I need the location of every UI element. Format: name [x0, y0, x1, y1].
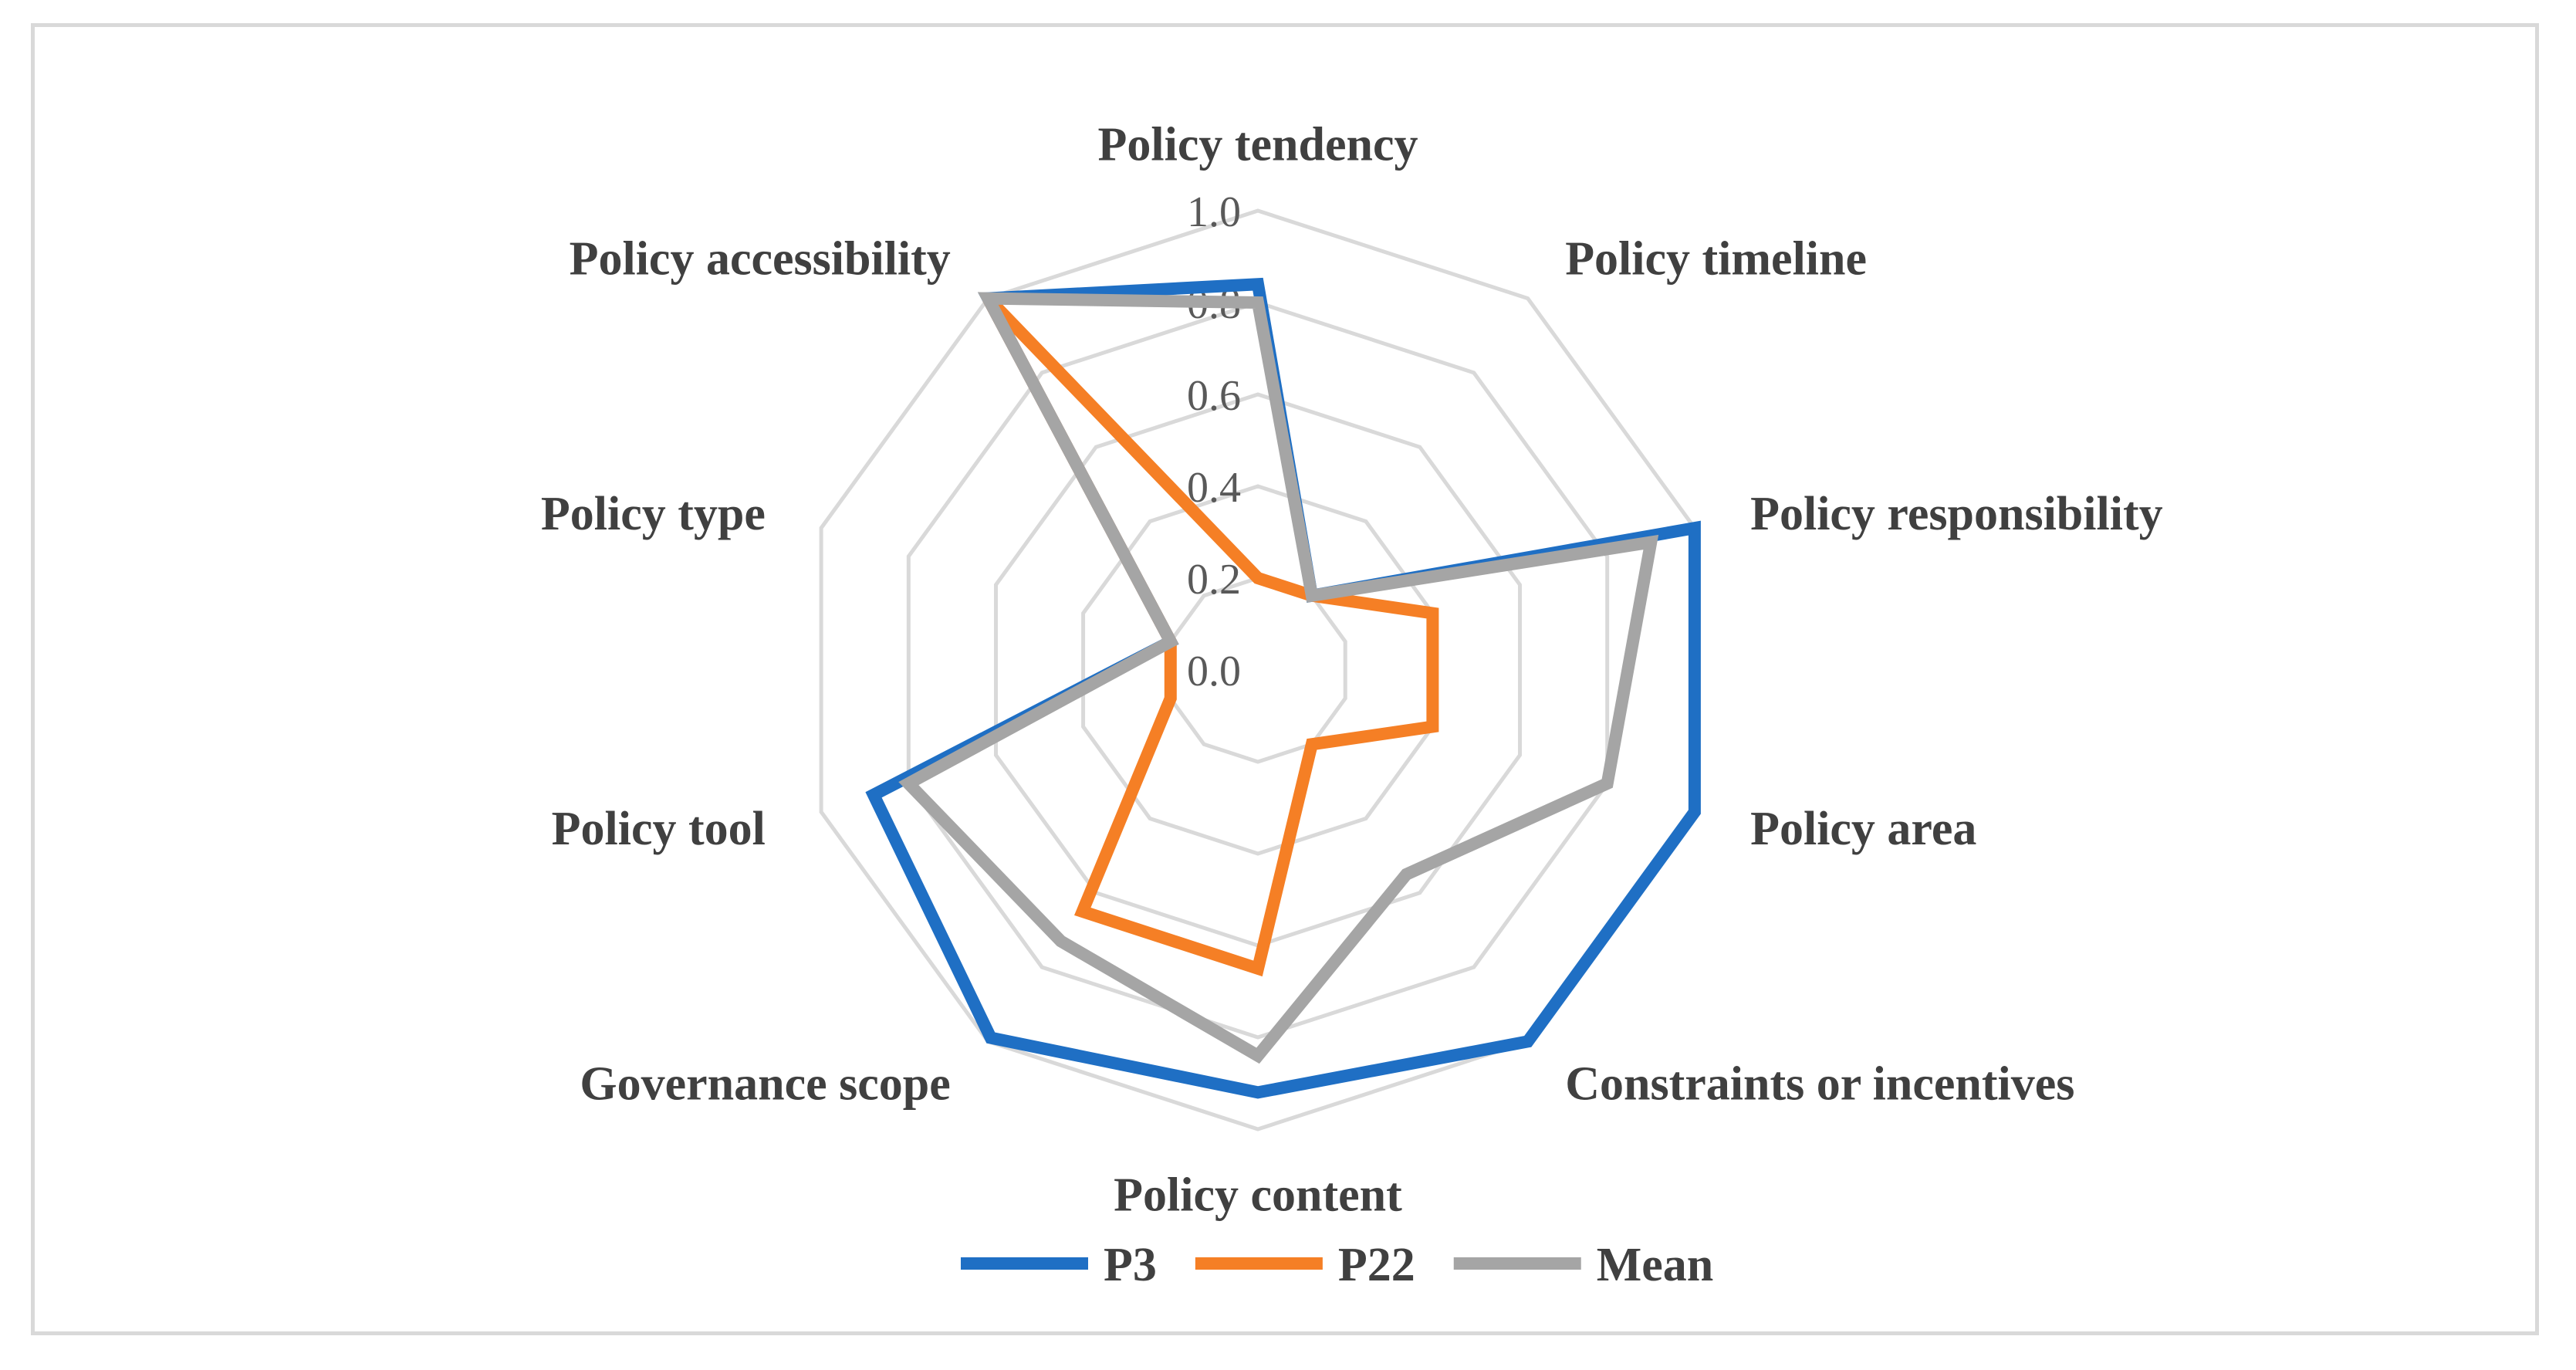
axis-label-policy-timeline: Policy timeline	[1565, 233, 1867, 286]
legend-label-p22: P22	[1338, 1239, 1415, 1291]
tick-label: 0.6	[1187, 372, 1241, 420]
axis-label-policy-content: Policy content	[1114, 1169, 1402, 1222]
axis-labels: Policy tendency Policy timeline Policy res…	[541, 119, 2163, 1222]
legend: P3 P22 Mean	[961, 1239, 1713, 1291]
axis-label-policy-area: Policy area	[1750, 803, 1976, 855]
axis-label-policy-responsibility: Policy responsibility	[1750, 488, 2163, 540]
tick-label: 0.2	[1187, 556, 1241, 604]
grid-ring-5	[819, 208, 1697, 1132]
axis-label-policy-tool: Policy tool	[552, 803, 766, 855]
tick-label: 1.0	[1187, 188, 1241, 236]
axis-label-policy-type: Policy type	[541, 488, 766, 540]
grid-ring-1	[1168, 576, 1347, 764]
axis-label-policy-tendency: Policy tendency	[1098, 119, 1418, 171]
chart-frame	[31, 23, 2539, 1335]
axis-label-policy-accessibility: Policy accessibility	[570, 233, 951, 286]
axis-label-governance-scope: Governance scope	[580, 1057, 950, 1110]
series-mean-line	[898, 292, 1659, 1064]
radial-tick-labels: 0.00.20.40.60.81.0	[1187, 188, 1241, 695]
legend-label-p3: P3	[1104, 1239, 1157, 1291]
tick-label: 0.4	[1187, 464, 1241, 512]
radar-series	[865, 277, 1701, 1099]
axis-label-constraints-or-incentives: Constraints or incentives	[1565, 1057, 2074, 1110]
legend-label-mean: Mean	[1597, 1239, 1714, 1291]
tick-label: 0.0	[1187, 648, 1241, 695]
grid-ring-4	[906, 300, 1610, 1040]
